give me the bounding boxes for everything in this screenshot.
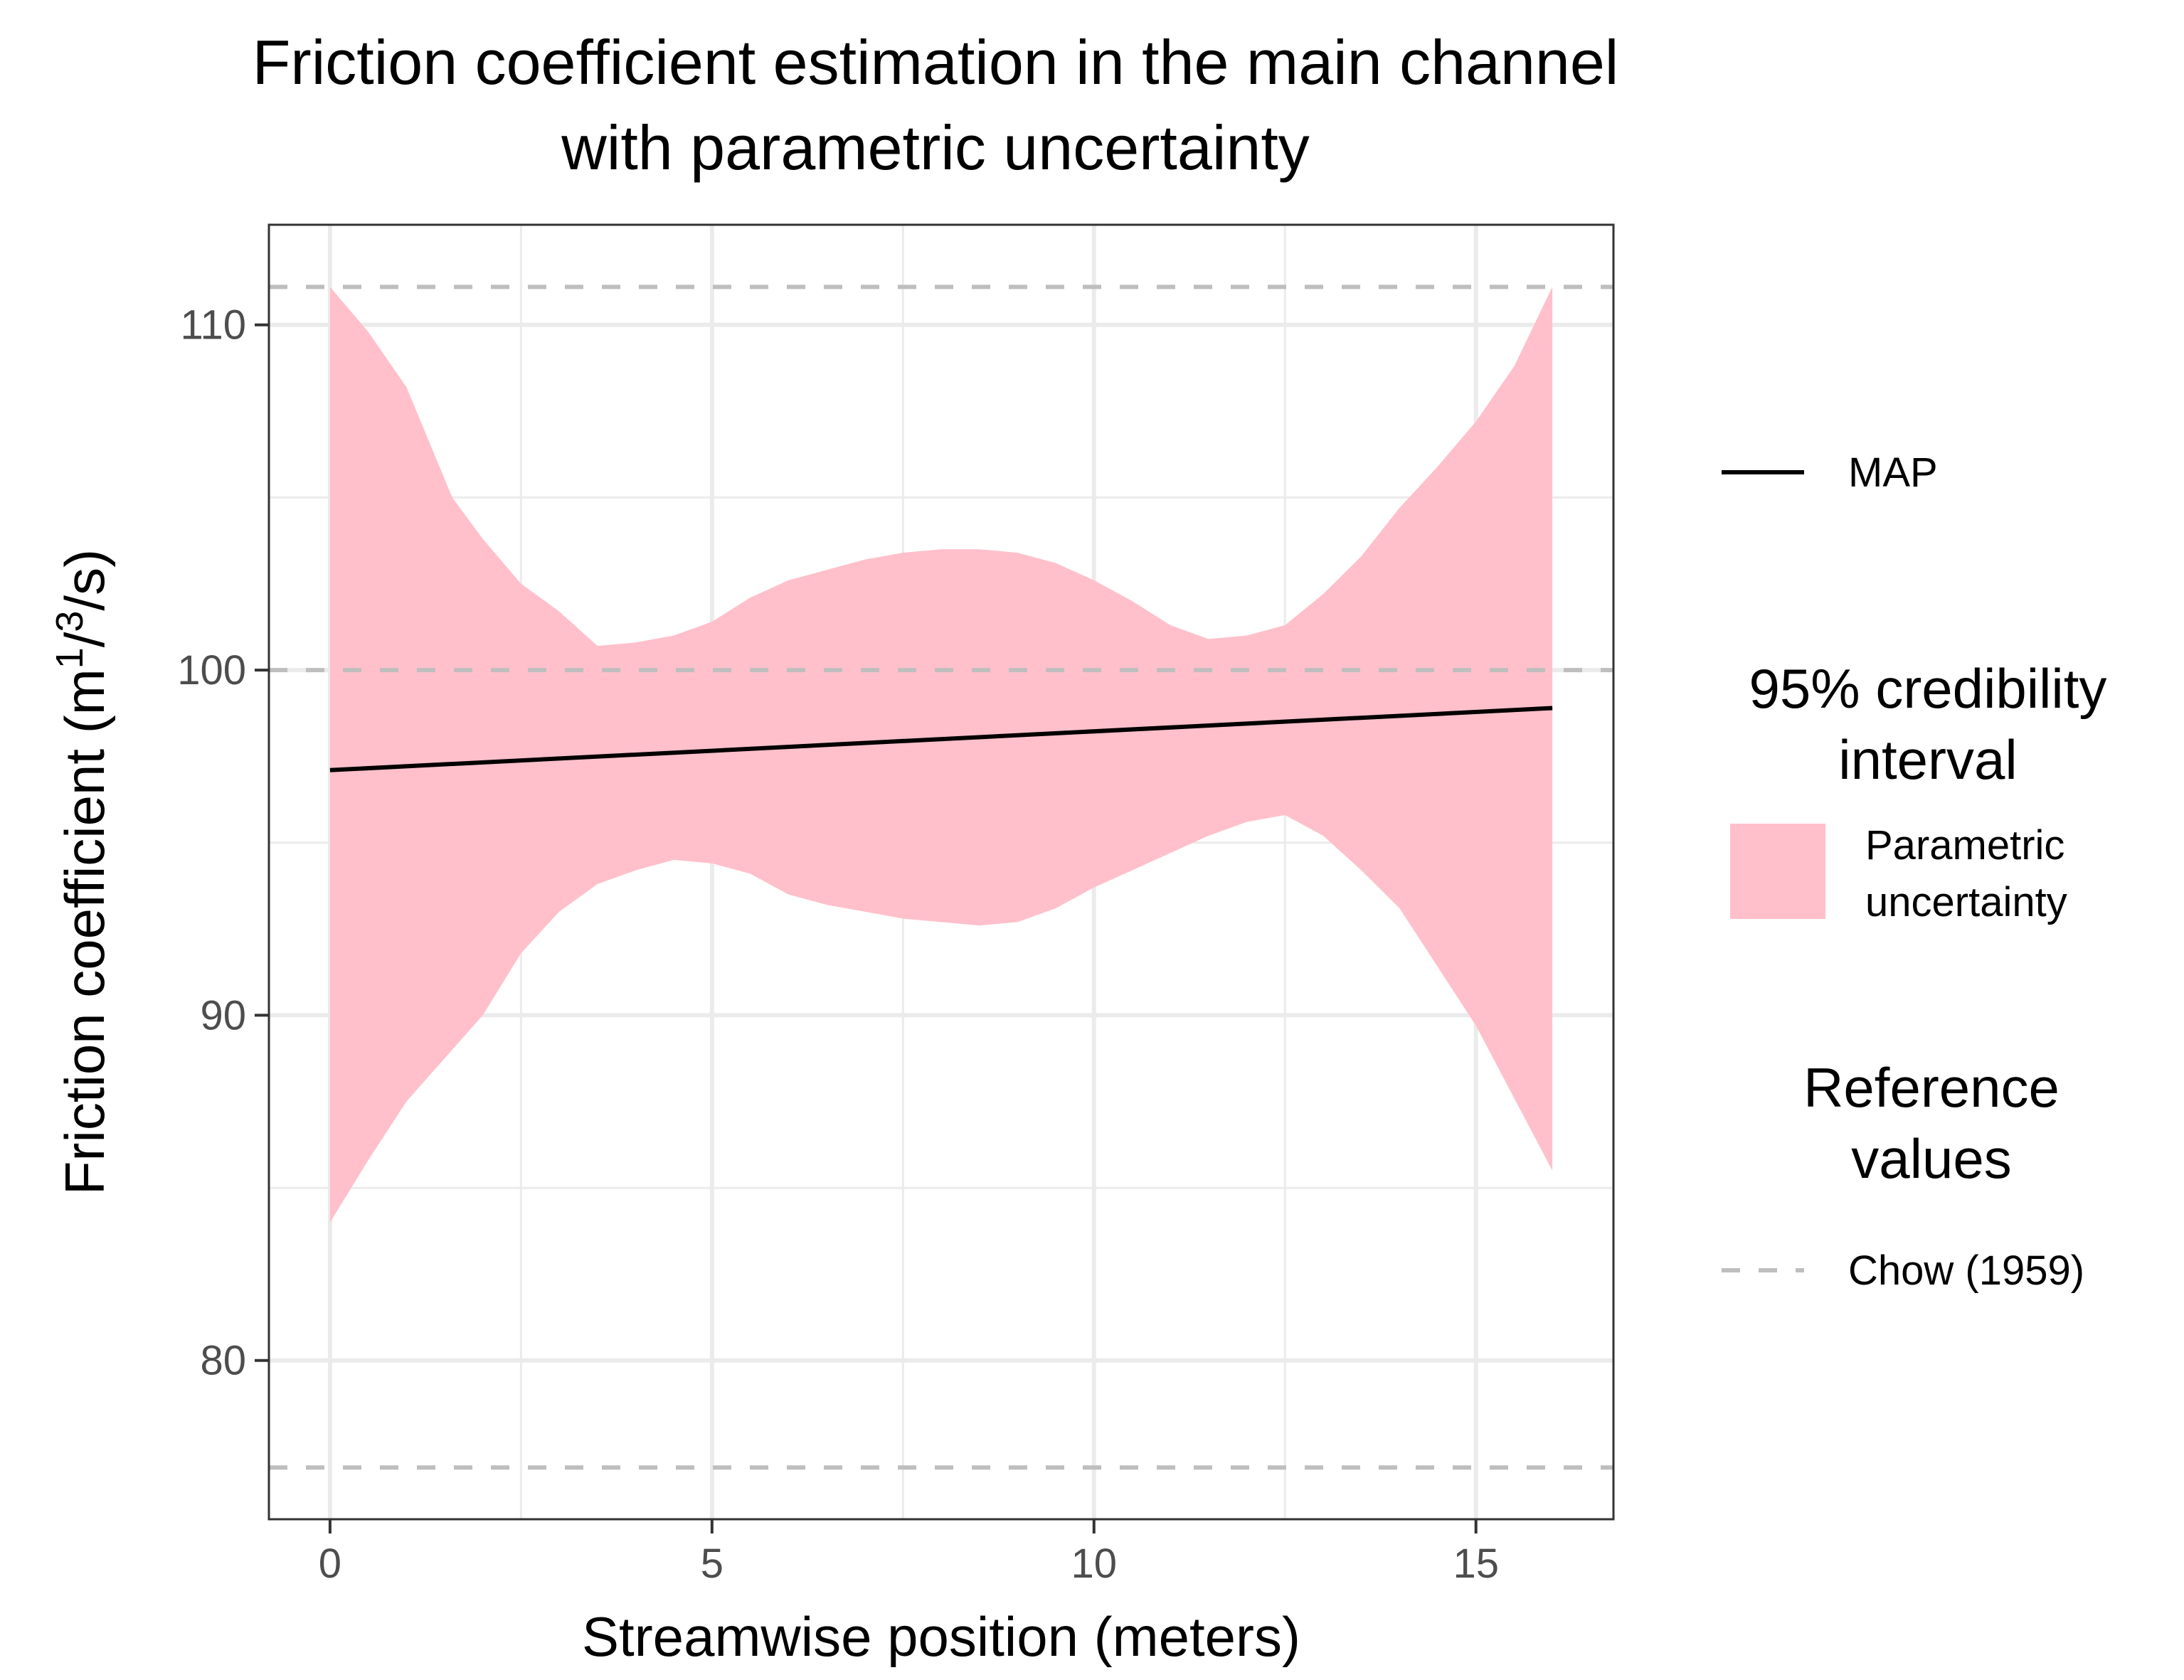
x-axis-title: Streamwise position (meters) [582,1605,1300,1668]
legend-title-credibility-line-2: interval [1838,728,2017,791]
y-tick-label: 80 [200,1338,246,1384]
x-axis-ticks: 0 5 10 15 [319,1519,1499,1587]
x-tick-label: 0 [319,1541,341,1587]
legend-title-reference-line-1: Reference [1803,1056,2060,1119]
x-tick-label: 5 [701,1541,723,1587]
x-tick-label: 15 [1453,1541,1499,1587]
y-tick-label: 110 [181,302,246,349]
y-axis-ticks: 80 90 100 110 [177,302,269,1384]
y-tick-label: 100 [177,647,246,693]
y-axis-title-sup-1: 1 [48,647,91,669]
x-tick-label: 10 [1071,1541,1118,1587]
map-line [329,706,1553,772]
legend-title-credibility-line-1: 95% credibility [1749,657,2107,720]
plot-panel-border [267,223,1615,1521]
y-axis-title-main: Friction coefficient (m [53,669,116,1195]
credibility-band [329,287,1553,1223]
legend-label-map: MAP [1848,450,1938,496]
y-axis-title-slash: / [53,632,116,647]
y-axis-title-tail: /s) [53,549,116,611]
y-axis-title: Friction coefficient (m1/3/s) [48,549,116,1195]
legend: MAP 95% credibility interval Parametric … [1722,450,2106,1294]
legend-title-reference-line-2: values [1851,1127,2011,1190]
legend-label-band-line-1: Parametric [1865,822,2064,868]
y-axis-title-sup-2: 3 [48,611,91,632]
legend-label-reference: Chow (1959) [1848,1248,2084,1294]
chart-title-line-2: with parametric uncertainty [561,112,1310,183]
chart-title-line-1: Friction coefficient estimation in the m… [253,27,1619,97]
legend-label-band-line-2: uncertainty [1865,879,2067,925]
y-tick-label: 90 [200,992,246,1038]
legend-key-band [1730,824,1825,919]
reference-lines [269,285,1613,1470]
